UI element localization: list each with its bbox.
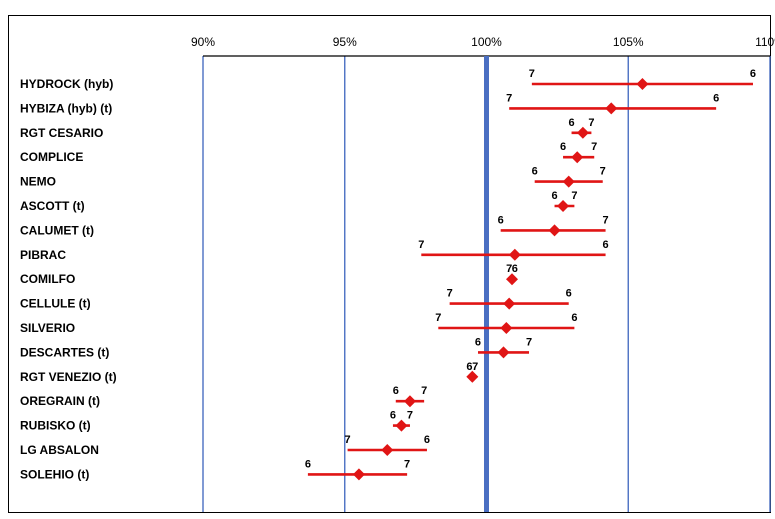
range-min-label: 7	[345, 434, 351, 446]
category-label: RUBISKO (t)	[20, 419, 91, 433]
range-min-label: 6	[560, 141, 566, 153]
range-min-label: 7	[506, 92, 512, 104]
range-min-label: 6	[466, 361, 472, 373]
range-min-label: 6	[393, 385, 399, 397]
category-label: LG ABSALON	[20, 443, 99, 457]
range-lines	[307, 82, 753, 476]
value-marker	[508, 248, 521, 261]
range-max-label: 7	[404, 458, 410, 470]
range-max-label: 7	[603, 214, 609, 226]
range-max-label: 7	[591, 141, 597, 153]
range-max-label: 6	[512, 263, 518, 275]
category-label: ASCOTT (t)	[20, 199, 85, 213]
range-min-label: 7	[435, 312, 441, 324]
category-label: CALUMET (t)	[20, 223, 94, 237]
range-max-label: 7	[407, 410, 413, 422]
chart-frame	[8, 15, 771, 513]
range-max-label: 6	[566, 288, 572, 300]
range-max-label: 6	[713, 92, 719, 104]
x-tick-label: 90%	[191, 35, 215, 49]
value-marker	[605, 102, 618, 115]
range-max-label: 6	[750, 68, 756, 80]
value-marker	[395, 419, 408, 432]
category-label: COMILFO	[20, 272, 75, 286]
range-min-label: 6	[532, 166, 538, 178]
value-marker	[576, 126, 589, 139]
x-tick-label: 105%	[613, 35, 644, 49]
category-label: HYBIZA (hyb) (t)	[20, 101, 112, 115]
range-min-label: 6	[475, 336, 481, 348]
value-marker	[557, 200, 570, 212]
category-label: HYDROCK (hyb)	[20, 77, 113, 91]
value-marker	[562, 175, 575, 188]
markers	[352, 78, 649, 481]
x-tick-labels: 90% 95% 100% 105% 110%	[191, 35, 775, 49]
end-labels: 7 67 66 76 76 76 76 77 67 67 67 66 76 76 76 77 66 7	[305, 68, 756, 470]
value-marker	[636, 78, 649, 90]
x-tick-label: 95%	[333, 35, 357, 49]
category-label: COMPLICE	[20, 150, 83, 164]
range-min-label: 7	[529, 68, 535, 80]
category-label: NEMO	[20, 175, 56, 189]
range-min-label: 6	[568, 117, 574, 129]
range-max-label: 6	[571, 312, 577, 324]
range-min-label: 6	[551, 190, 557, 202]
range-max-label: 7	[526, 336, 532, 348]
value-marker	[571, 151, 584, 164]
range-min-label: 6	[498, 214, 504, 226]
category-label: SILVERIO	[20, 321, 75, 335]
value-marker	[500, 322, 513, 334]
value-marker	[403, 395, 416, 408]
value-marker	[497, 346, 510, 359]
category-label: RGT VENEZIO (t)	[20, 370, 117, 384]
range-max-label: 7	[421, 385, 427, 397]
range-min-label: 7	[506, 263, 512, 275]
range-min-label: 6	[305, 458, 311, 470]
range-max-label: 7	[472, 361, 478, 373]
value-marker	[503, 297, 516, 310]
range-max-label: 7	[588, 117, 594, 129]
category-labels: HYDROCK (hyb) HYBIZA (hyb) (t) RGT CESARIO…	[20, 77, 117, 481]
category-label: RGT CESARIO	[20, 126, 103, 140]
range-max-label: 7	[571, 190, 577, 202]
x-tick-label: 100%	[471, 35, 502, 49]
value-marker	[548, 224, 561, 237]
range-min-label: 7	[418, 239, 424, 251]
x-tick-label: 110%	[755, 35, 775, 49]
range-min-label: 6	[390, 410, 396, 422]
category-label: OREGRAIN (t)	[20, 394, 100, 408]
category-label: CELLULE (t)	[20, 297, 91, 311]
grid-layer	[202, 55, 771, 512]
category-label: SOLEHIO (t)	[20, 467, 89, 481]
range-max-label: 6	[603, 239, 609, 251]
value-marker	[352, 468, 365, 481]
value-marker	[381, 444, 394, 456]
range-max-label: 7	[600, 166, 606, 178]
category-label: DESCARTES (t)	[20, 345, 109, 359]
value-marker	[506, 273, 519, 286]
value-marker	[466, 370, 479, 383]
category-label: PIBRAC	[20, 248, 66, 262]
range-min-label: 7	[447, 288, 453, 300]
range-max-label: 6	[424, 434, 430, 446]
